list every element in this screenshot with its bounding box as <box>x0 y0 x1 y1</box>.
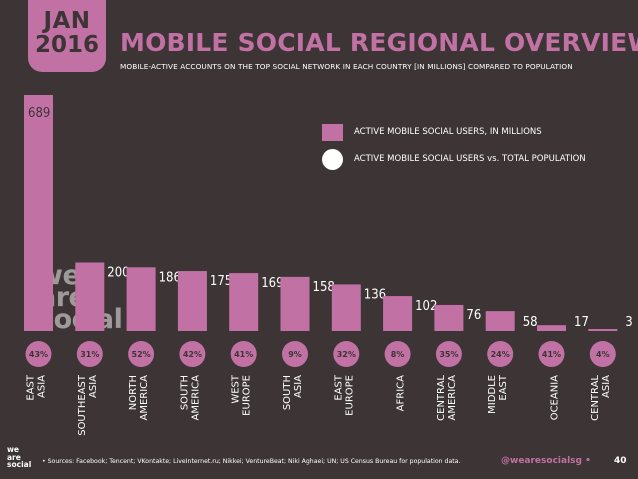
pct-label-1: 31% <box>80 350 99 359</box>
category-label-11-line-0: CENTRAL <box>590 375 601 421</box>
value-label-0: 689 <box>28 106 50 121</box>
value-label-3: 175 <box>210 274 232 289</box>
category-label-3: SOUTH AMERICA <box>179 375 201 421</box>
pct-label-5: 9% <box>288 350 302 359</box>
pct-label-10: 41% <box>542 350 561 359</box>
value-label-2: 186 <box>159 270 181 285</box>
category-label-5-line-1: ASIA <box>293 375 304 398</box>
category-label-4-line-1: EUROPE <box>242 375 253 416</box>
value-label-6: 136 <box>364 287 386 302</box>
category-label-2-line-0: NORTH <box>128 375 139 410</box>
category-label-1: SOUTHEAST ASIA <box>77 374 99 436</box>
chart-legend: ACTIVE MOBILE SOCIAL USERS, IN MILLIONS … <box>322 122 586 176</box>
bar-9 <box>486 311 515 331</box>
category-label-8-line-0: CENTRAL <box>436 375 447 421</box>
bar-10 <box>537 325 566 331</box>
pct-label-3: 42% <box>183 350 202 359</box>
value-label-1: 200 <box>107 265 129 280</box>
bar-1 <box>75 262 104 331</box>
category-label-7: AFRICA <box>396 375 407 411</box>
we-are-social-logo: we are social <box>7 446 31 469</box>
category-label-1-line-1: ASIA <box>88 375 99 398</box>
legend-item-bars: ACTIVE MOBILE SOCIAL USERS, IN MILLIONS <box>322 122 586 142</box>
legend-circle-label: ACTIVE MOBILE SOCIAL USERS vs. TOTAL POP… <box>354 154 586 164</box>
category-label-3-line-1: AMERICA <box>190 375 201 421</box>
category-label-6-line-0: EAST <box>333 374 344 401</box>
pct-label-7: 8% <box>391 350 405 359</box>
category-label-6: EAST EUROPE <box>333 374 355 416</box>
category-label-3-line-0: SOUTH <box>179 375 190 410</box>
category-label-4: WEST EUROPE <box>231 374 253 416</box>
pct-label-4: 41% <box>234 350 253 359</box>
legend-circle-swatch <box>322 149 343 170</box>
pct-label-0: 43% <box>29 350 48 359</box>
bar-7 <box>383 296 412 331</box>
category-label-10: OCEANIA <box>550 375 561 420</box>
category-label-8: CENTRAL AMERICA <box>436 375 458 421</box>
category-label-10-line-0: OCEANIA <box>550 375 561 420</box>
category-label-5-line-0: SOUTH <box>282 375 293 410</box>
category-label-0-line-1: ASIA <box>37 375 48 398</box>
value-label-11: 3 <box>625 315 632 330</box>
category-label-2-line-1: AMERICA <box>139 375 150 421</box>
pct-label-2: 52% <box>132 350 151 359</box>
category-label-5: SOUTH ASIA <box>282 375 304 410</box>
category-label-9-line-1: EAST <box>498 374 509 401</box>
category-label-11: CENTRAL ASIA <box>590 375 612 421</box>
category-label-2: NORTH AMERICA <box>128 375 150 421</box>
category-label-11-line-1: ASIA <box>601 375 612 398</box>
bar-0 <box>24 95 53 331</box>
bar-2 <box>127 267 156 331</box>
category-label-1-line-0: SOUTHEAST <box>77 374 88 436</box>
value-label-5: 158 <box>313 280 335 295</box>
value-label-4: 169 <box>261 276 283 291</box>
pct-label-6: 32% <box>337 350 356 359</box>
category-label-6-line-1: EUROPE <box>344 375 355 416</box>
logo-line-3: social <box>7 461 31 469</box>
category-label-7-line-0: AFRICA <box>396 375 407 411</box>
pct-label-9: 24% <box>491 350 510 359</box>
category-label-4-line-0: WEST <box>231 374 242 404</box>
category-label-9-line-0: MIDDLE <box>487 375 498 414</box>
bar-5 <box>281 277 310 331</box>
category-label-0-line-0: EAST <box>26 374 37 401</box>
value-label-8: 76 <box>466 308 481 323</box>
bar-chart: 68943%EAST ASIA20031%SOUTHEAST ASIA18652%N… <box>0 0 638 479</box>
category-label-8-line-1: AMERICA <box>447 375 458 421</box>
category-label-0: EAST ASIA <box>26 374 48 401</box>
source-note: • Sources: Facebook; Tencent; VKontakte;… <box>42 458 460 465</box>
pct-label-8: 35% <box>439 350 458 359</box>
value-label-10: 17 <box>574 315 589 330</box>
bar-8 <box>434 305 463 331</box>
legend-item-circles: ACTIVE MOBILE SOCIAL USERS vs. TOTAL POP… <box>322 149 586 169</box>
value-label-7: 102 <box>415 299 437 314</box>
bar-6 <box>332 284 361 331</box>
legend-bar-label: ACTIVE MOBILE SOCIAL USERS, IN MILLIONS <box>354 127 542 137</box>
social-handle: @wearesocialsg • <box>501 456 591 466</box>
bar-4 <box>229 273 258 331</box>
value-label-9: 58 <box>523 315 538 330</box>
pct-label-11: 4% <box>596 350 610 359</box>
category-label-9: MIDDLE EAST <box>487 374 509 414</box>
page-number: 40 <box>614 456 627 466</box>
legend-bar-swatch <box>322 124 343 141</box>
bar-11 <box>588 329 617 331</box>
bar-3 <box>178 271 207 331</box>
